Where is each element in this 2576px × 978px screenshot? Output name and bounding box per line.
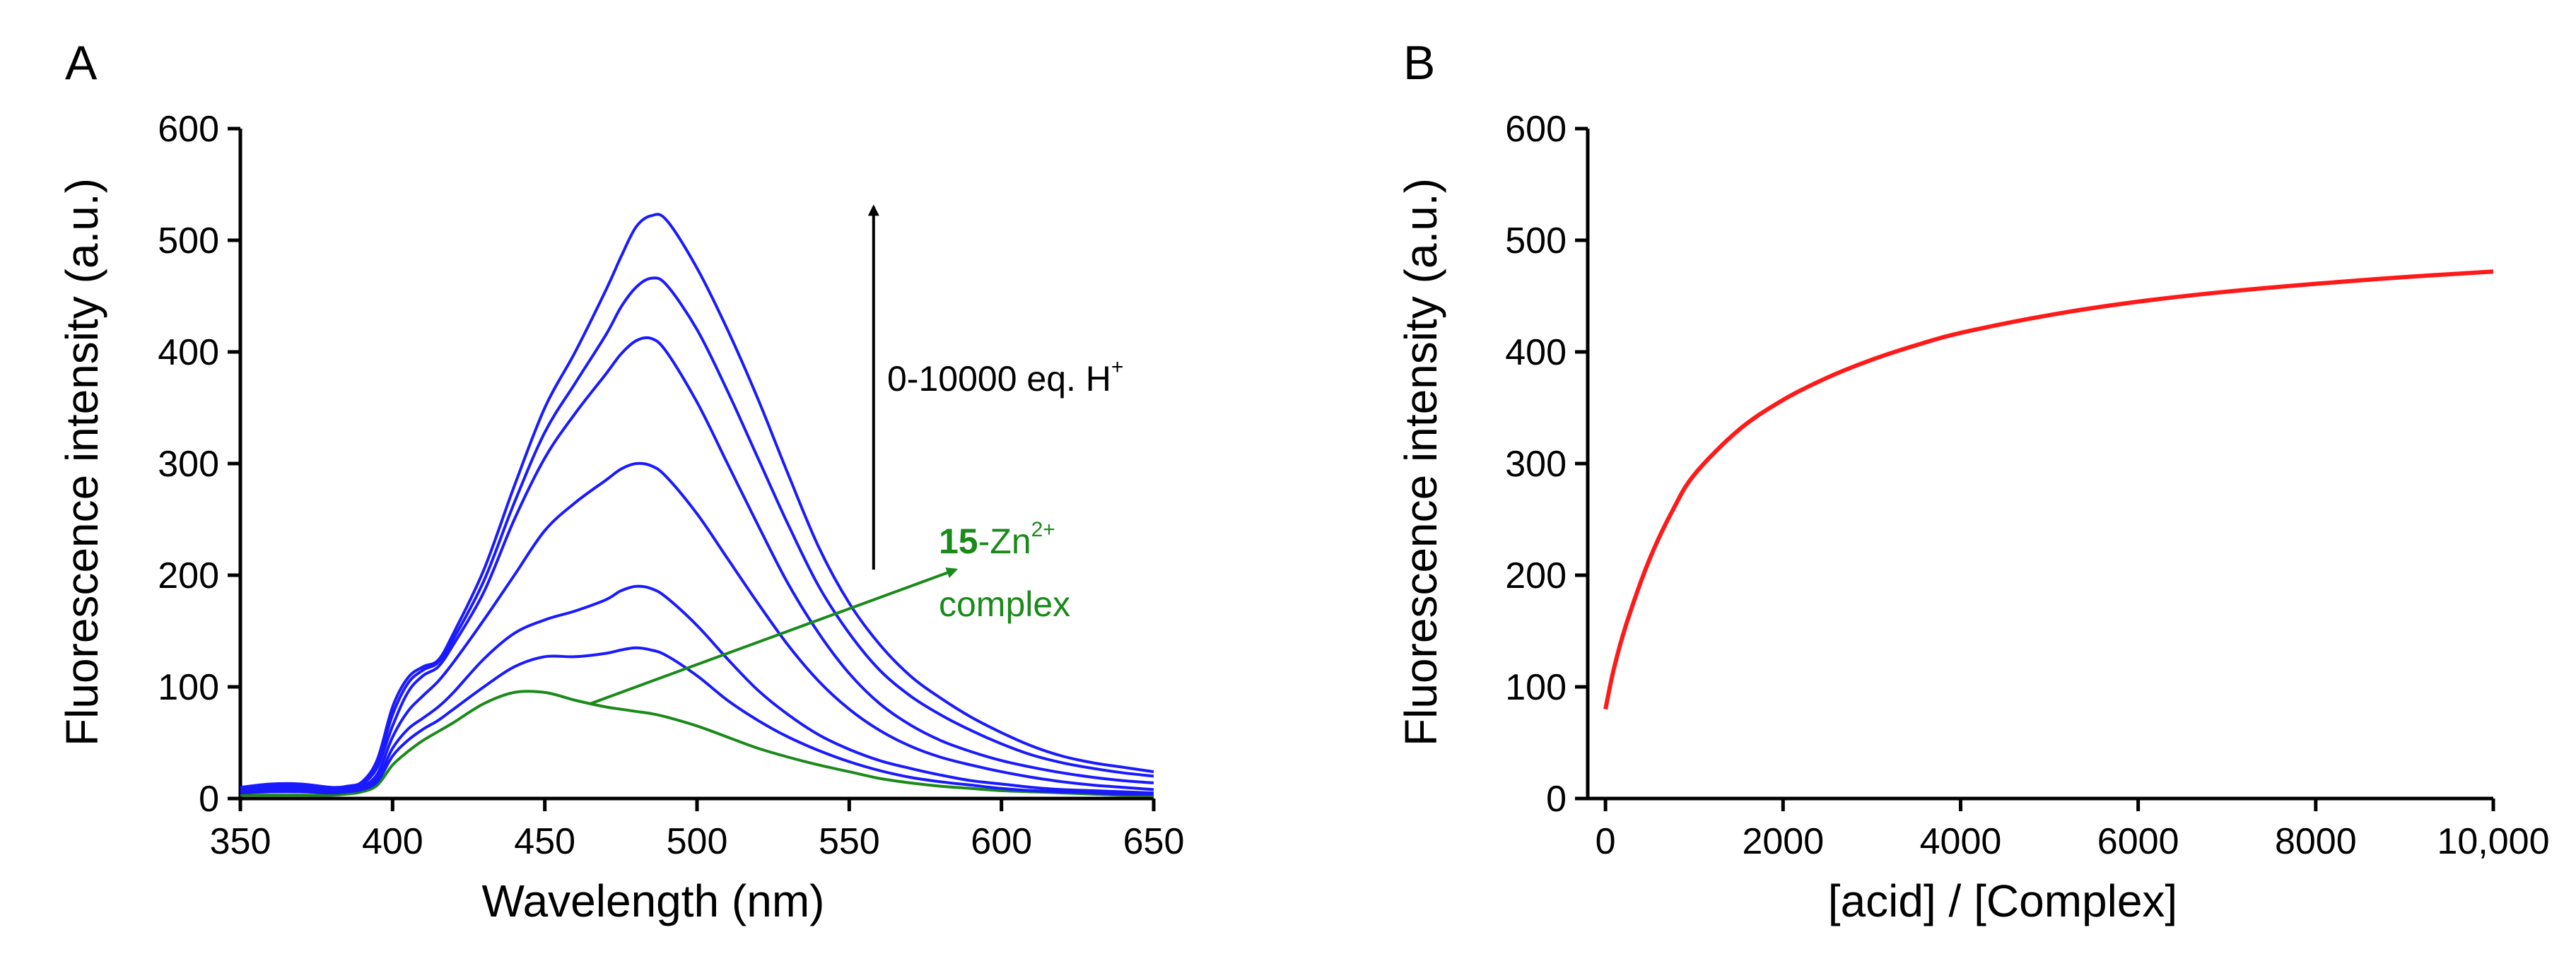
panel-b-x-tick-label: 8000 <box>2275 821 2357 862</box>
panel-a-y-tick-label: 200 <box>158 555 219 596</box>
panel-b-label: B <box>1403 36 1435 90</box>
panel-a-annotations: 0-10000 eq. H+ 15-Zn2+ complex <box>590 204 1123 705</box>
panel-b-y-tick-label: 0 <box>1546 779 1567 820</box>
panel-a-axes: 0 100 200 300 400 500 600 350 400 450 500 550 600 650 <box>158 109 1184 862</box>
panel-a-x-tick-label: 500 <box>667 821 728 862</box>
complex-arrow <box>590 567 959 705</box>
panel-a-x-tick-label: 400 <box>362 821 423 862</box>
panel-a-series-line-2 <box>240 646 1154 796</box>
panel-a-x-tick-label: 650 <box>1123 821 1185 862</box>
panel-a: A Fluorescence intensity (a.u.) Waveleng… <box>57 36 1184 926</box>
panel-b-y-tick-label: 300 <box>1505 444 1567 485</box>
panel-a-x-tick-label: 550 <box>819 821 880 862</box>
panel-b-y-tick-label: 200 <box>1505 555 1567 596</box>
panel-b-y-tick-label: 600 <box>1505 109 1567 150</box>
panel-a-series <box>240 213 1154 797</box>
panel-b: B Fluorescence intensity (a.u.) [acid] /… <box>1395 36 2550 926</box>
panel-a-x-tick-label: 450 <box>514 821 575 862</box>
panel-a-series-line-7 <box>240 213 1154 789</box>
panel-a-series-line-5 <box>240 336 1154 791</box>
panel-b-y-tick-label: 400 <box>1505 332 1567 373</box>
panel-a-x-axis-title: Wavelength (nm) <box>482 876 825 926</box>
panel-a-x-tick-label: 600 <box>971 821 1032 862</box>
panel-a-series-line-4 <box>240 461 1154 792</box>
panel-a-series-line-1 <box>240 690 1154 797</box>
panel-b-x-tick-label: 4000 <box>1920 821 2002 862</box>
panel-a-x-tick-label: 350 <box>210 821 271 862</box>
panel-b-y-tick-label: 100 <box>1505 667 1567 708</box>
panel-b-series <box>1603 269 2494 710</box>
panel-a-y-tick-label: 0 <box>199 779 219 820</box>
complex-label: 15-Zn2+ <box>939 518 1055 561</box>
panel-b-x-tick-label: 2000 <box>1742 821 1824 862</box>
complex-label-line2: complex <box>939 584 1070 624</box>
panel-a-label: A <box>65 36 98 90</box>
titration-label: 0-10000 eq. H+ <box>887 355 1123 399</box>
panel-a-y-tick-label: 500 <box>158 220 219 261</box>
panel-b-x-axis-title: [acid] / [Complex] <box>1828 876 2177 926</box>
panel-a-y-tick-label: 600 <box>158 109 219 150</box>
panel-b-x-tick-label: 10,000 <box>2437 821 2549 862</box>
panel-a-y-tick-label: 400 <box>158 332 219 373</box>
panel-b-x-tick-label: 6000 <box>2097 821 2179 862</box>
panel-a-y-tick-label: 300 <box>158 444 219 485</box>
panel-b-y-axis-title: Fluorescence intensity (a.u.) <box>1395 178 1446 746</box>
panel-a-y-axis-title: Fluorescence intensity (a.u.) <box>57 178 107 746</box>
panel-a-y-tick-label: 100 <box>158 667 219 708</box>
panel-a-series-line-3 <box>240 584 1154 795</box>
panel-b-x-tick-label: 0 <box>1596 821 1616 862</box>
panel-b-series-line-1 <box>1603 269 2494 710</box>
panel-b-y-tick-label: 500 <box>1505 220 1567 261</box>
